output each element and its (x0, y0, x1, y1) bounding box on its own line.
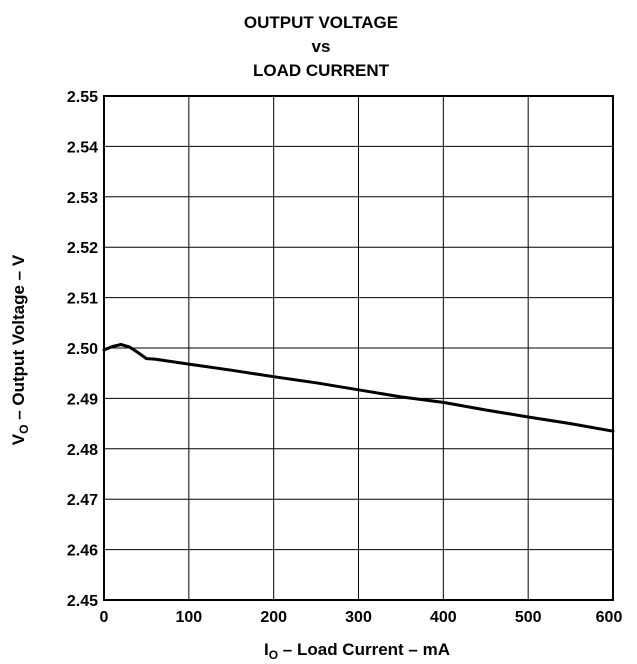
y-tick-label: 2.47 (67, 492, 98, 509)
x-tick-label: 100 (175, 609, 202, 626)
y-axis-label: VO – Output Voltage – V (9, 254, 31, 445)
series-line (102, 343, 615, 433)
y-tick-label: 2.46 (67, 543, 98, 560)
chart-title-line-3: LOAD CURRENT (253, 61, 390, 80)
y-tick-label: 2.51 (67, 291, 98, 308)
x-tick-label: 500 (515, 609, 542, 626)
chart-title-line-2: vs (312, 37, 331, 56)
y-tick-label: 2.48 (67, 442, 98, 459)
y-tick-label: 2.55 (67, 89, 98, 106)
y-tick-label: 2.54 (67, 139, 98, 156)
x-tick-label: 400 (430, 609, 457, 626)
plot-area (103, 95, 614, 601)
grid (103, 95, 614, 601)
y-tick-label: 2.49 (67, 391, 98, 408)
x-tick-labels: 0 100 200 300 400 500 600 (100, 609, 623, 626)
y-tick-labels: 2.45 2.46 2.47 2.48 2.49 2.50 2.51 2.52 2.53 2.54… (67, 89, 98, 610)
y-tick-label: 2.52 (67, 240, 98, 257)
x-tick-label: 0 (100, 609, 109, 626)
x-tick-label: 300 (345, 609, 372, 626)
y-tick-label: 2.45 (67, 593, 98, 610)
chart-title-line-1: OUTPUT VOLTAGE (244, 13, 398, 32)
x-tick-label: 600 (596, 609, 623, 626)
chart-title: OUTPUT VOLTAGE vs LOAD CURRENT (244, 13, 398, 80)
x-axis-label: IO – Load Current – mA (264, 640, 450, 662)
x-tick-label: 200 (260, 609, 287, 626)
y-tick-label: 2.50 (67, 341, 98, 358)
y-tick-label: 2.53 (67, 190, 98, 207)
